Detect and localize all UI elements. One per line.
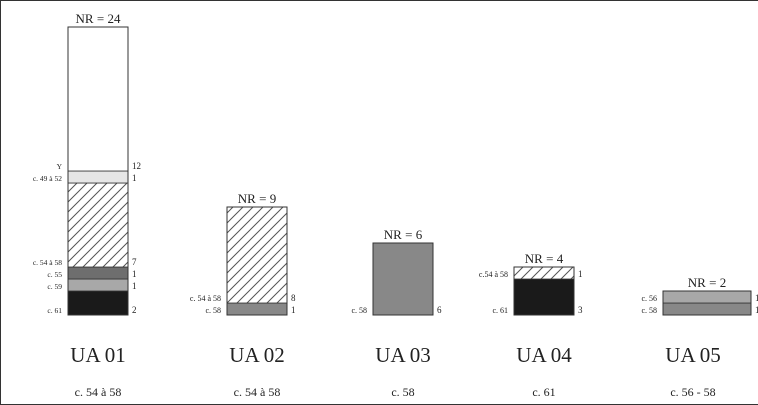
- bar-segment: [513, 266, 575, 280]
- category-date: c. 54 à 58: [234, 385, 281, 399]
- category-date: c. 58: [391, 385, 414, 399]
- segment-count: 1: [132, 173, 137, 183]
- bar-segment: [67, 182, 129, 268]
- category-date: c. 54 à 58: [75, 385, 122, 399]
- segment-label: c.54 à 58: [479, 270, 508, 279]
- segment-label: c. 58: [351, 306, 367, 315]
- bar-total-label: NR = 6: [384, 227, 423, 242]
- plot-area: c. 61 2 c. 59 1 c. 55 1 c. 54 à 58 7 c. 49 à 52 1…: [33, 11, 758, 399]
- bar-outline: [226, 206, 288, 316]
- category-date: c. 61: [532, 385, 555, 399]
- segment-label: c. 54 à 58: [190, 294, 221, 303]
- bar-outline: [372, 242, 434, 316]
- segment-label: c. 59: [47, 282, 62, 291]
- segment-label: c. 58: [205, 306, 221, 315]
- segment-count: 6: [437, 305, 442, 315]
- bar-segment: [67, 266, 129, 280]
- segment-count: 1: [755, 305, 758, 315]
- segment-count: 1: [132, 281, 137, 291]
- segment-label: Y: [57, 162, 63, 171]
- bar-total-label: NR = 24: [76, 11, 121, 26]
- segment-count: 1: [578, 269, 583, 279]
- category-label: UA 01: [70, 343, 125, 367]
- segment-count: 1: [132, 269, 137, 279]
- segment-count: 12: [132, 161, 141, 171]
- bar-segment: [67, 26, 129, 172]
- segment-label: c. 58: [641, 306, 657, 315]
- bar-segment: [67, 170, 129, 184]
- segment-count: 2: [132, 305, 137, 315]
- segment-count: 7: [132, 257, 137, 267]
- segment-count: 8: [291, 293, 296, 303]
- bar-segment: [662, 290, 752, 304]
- segment-label: c. 49 à 52: [33, 174, 62, 183]
- segment-label: c. 54 à 58: [33, 258, 62, 267]
- bar-segment: [513, 278, 575, 316]
- bar-segment: [226, 302, 288, 316]
- category-label: UA 05: [665, 343, 720, 367]
- segment-count: 1: [291, 305, 296, 315]
- bar-segment: [372, 242, 434, 316]
- bar-total-label: NR = 2: [688, 275, 726, 290]
- bar-segment: [226, 206, 288, 304]
- segment-label: c. 61: [492, 306, 508, 315]
- bar-outline: [67, 26, 129, 316]
- segment-count: 3: [578, 305, 583, 315]
- bar-total-label: NR = 4: [525, 251, 564, 266]
- segment-label: c. 61: [47, 306, 62, 315]
- bar-segment: [67, 278, 129, 292]
- segment-count: 1: [755, 293, 758, 303]
- bar-outline: [662, 290, 752, 316]
- segment-label: c. 55: [47, 270, 62, 279]
- category-label: UA 02: [229, 343, 284, 367]
- bar-segment: [67, 290, 129, 316]
- category-label: UA 04: [516, 343, 572, 367]
- bar-outline: [513, 266, 575, 316]
- segment-label: c. 56: [641, 294, 657, 303]
- bar-segment: [662, 302, 752, 316]
- category-date: c. 56 - 58: [670, 385, 715, 399]
- category-label: UA 03: [375, 343, 430, 367]
- bar-total-label: NR = 9: [238, 191, 276, 206]
